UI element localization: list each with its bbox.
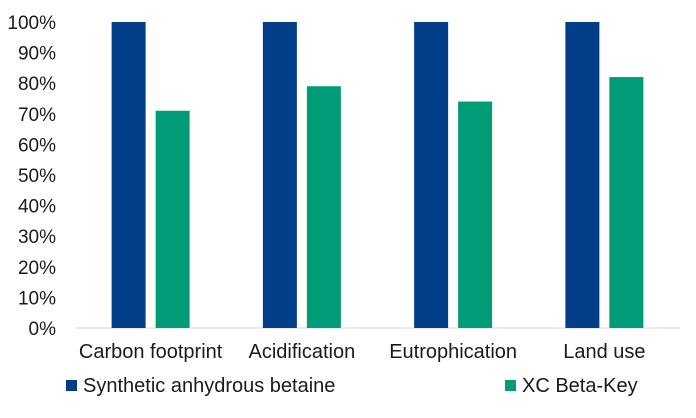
legend-label: XC Beta-Key — [522, 375, 638, 397]
x-category-label: Land use — [563, 341, 645, 363]
bar — [609, 77, 644, 328]
category-labels: Carbon footprint Acidification Eutrophicat… — [79, 341, 646, 363]
bar — [262, 22, 297, 328]
y-tick-label: 40% — [18, 197, 56, 218]
bar — [414, 22, 449, 328]
legend-swatch — [505, 380, 516, 391]
legend: Synthetic anhydrous betaine XC Beta-Key — [66, 375, 638, 397]
y-tick-label: 30% — [18, 227, 56, 248]
legend-swatch — [66, 380, 77, 391]
y-tick-label: 70% — [18, 105, 56, 126]
legend-label: Synthetic anhydrous betaine — [83, 375, 335, 397]
y-tick-label: 0% — [29, 319, 57, 340]
y-tick-label: 50% — [18, 166, 56, 187]
y-tick-label: 10% — [18, 288, 56, 309]
bar — [565, 22, 600, 328]
x-category-label: Carbon footprint — [79, 341, 223, 363]
x-category-label: Eutrophication — [389, 341, 517, 363]
bar — [458, 101, 493, 328]
bars — [111, 22, 644, 329]
y-tick-label: 80% — [18, 74, 56, 95]
y-tick-label: 100% — [7, 13, 56, 34]
x-category-label: Acidification — [249, 341, 356, 363]
bar — [111, 22, 146, 328]
y-axis-ticks: 0% 10% 20% 30% 40% 50% 60% 70% 80% 90% 100% — [7, 13, 56, 340]
bar — [155, 110, 190, 329]
bar — [306, 86, 341, 328]
y-tick-label: 20% — [18, 258, 56, 279]
y-tick-label: 90% — [18, 44, 56, 65]
y-tick-label: 60% — [18, 135, 56, 156]
